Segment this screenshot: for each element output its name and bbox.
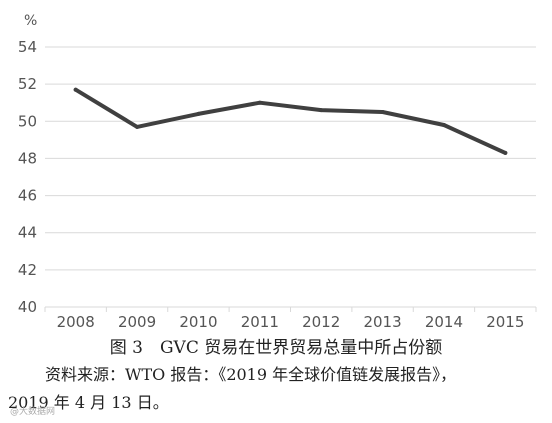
x-tick-label: 2009 [118, 313, 156, 331]
data-point [441, 123, 446, 127]
line-chart: 40 42 44 46 48 50 52 54 2008 2009 2010 2011 2012 201… [18, 13, 537, 331]
y-tick-label: 48 [18, 149, 37, 167]
source-note-line-1: 资料来源：WTO 报告：《2019 年全球价值链发展报告》， [45, 365, 457, 384]
source-note-line-2: 2019 年 4 月 13 日。 [8, 393, 169, 412]
y-tick-label: 40 [18, 298, 37, 316]
y-tick-label: 44 [18, 224, 37, 242]
x-tick-label: 2015 [486, 313, 524, 331]
y-tick-label: 54 [18, 38, 37, 56]
x-tick-labels: 2008 2009 2010 2011 2012 2013 2014 2015 [44, 307, 537, 331]
data-point [135, 124, 140, 129]
data-point [380, 110, 385, 114]
y-axis-label: % [24, 13, 37, 29]
watermark: @大数据网 [10, 407, 56, 417]
x-tick-label: 2013 [363, 313, 401, 331]
figure-caption: 图 3 GVC 贸易在世界贸易总量中所占份额 [109, 338, 443, 358]
y-tick-label: 52 [18, 75, 37, 93]
data-point [503, 150, 508, 155]
data-points [73, 87, 508, 155]
y-tick-label: 42 [18, 261, 37, 279]
data-point [257, 100, 262, 105]
x-tick-label: 2014 [425, 313, 463, 331]
series-line [73, 87, 508, 155]
x-tick-label: 2012 [302, 313, 340, 331]
y-tick-labels: 40 42 44 46 48 50 52 54 [18, 38, 37, 316]
y-tick-label: 46 [18, 187, 37, 205]
x-tick-label: 2008 [57, 313, 95, 331]
data-point [73, 87, 78, 92]
y-tick-label: 50 [18, 112, 37, 130]
x-tick-label: 2011 [241, 313, 279, 331]
data-point [319, 108, 324, 113]
gridlines [45, 46, 536, 308]
data-point [196, 111, 201, 116]
x-tick-label: 2010 [179, 313, 217, 331]
